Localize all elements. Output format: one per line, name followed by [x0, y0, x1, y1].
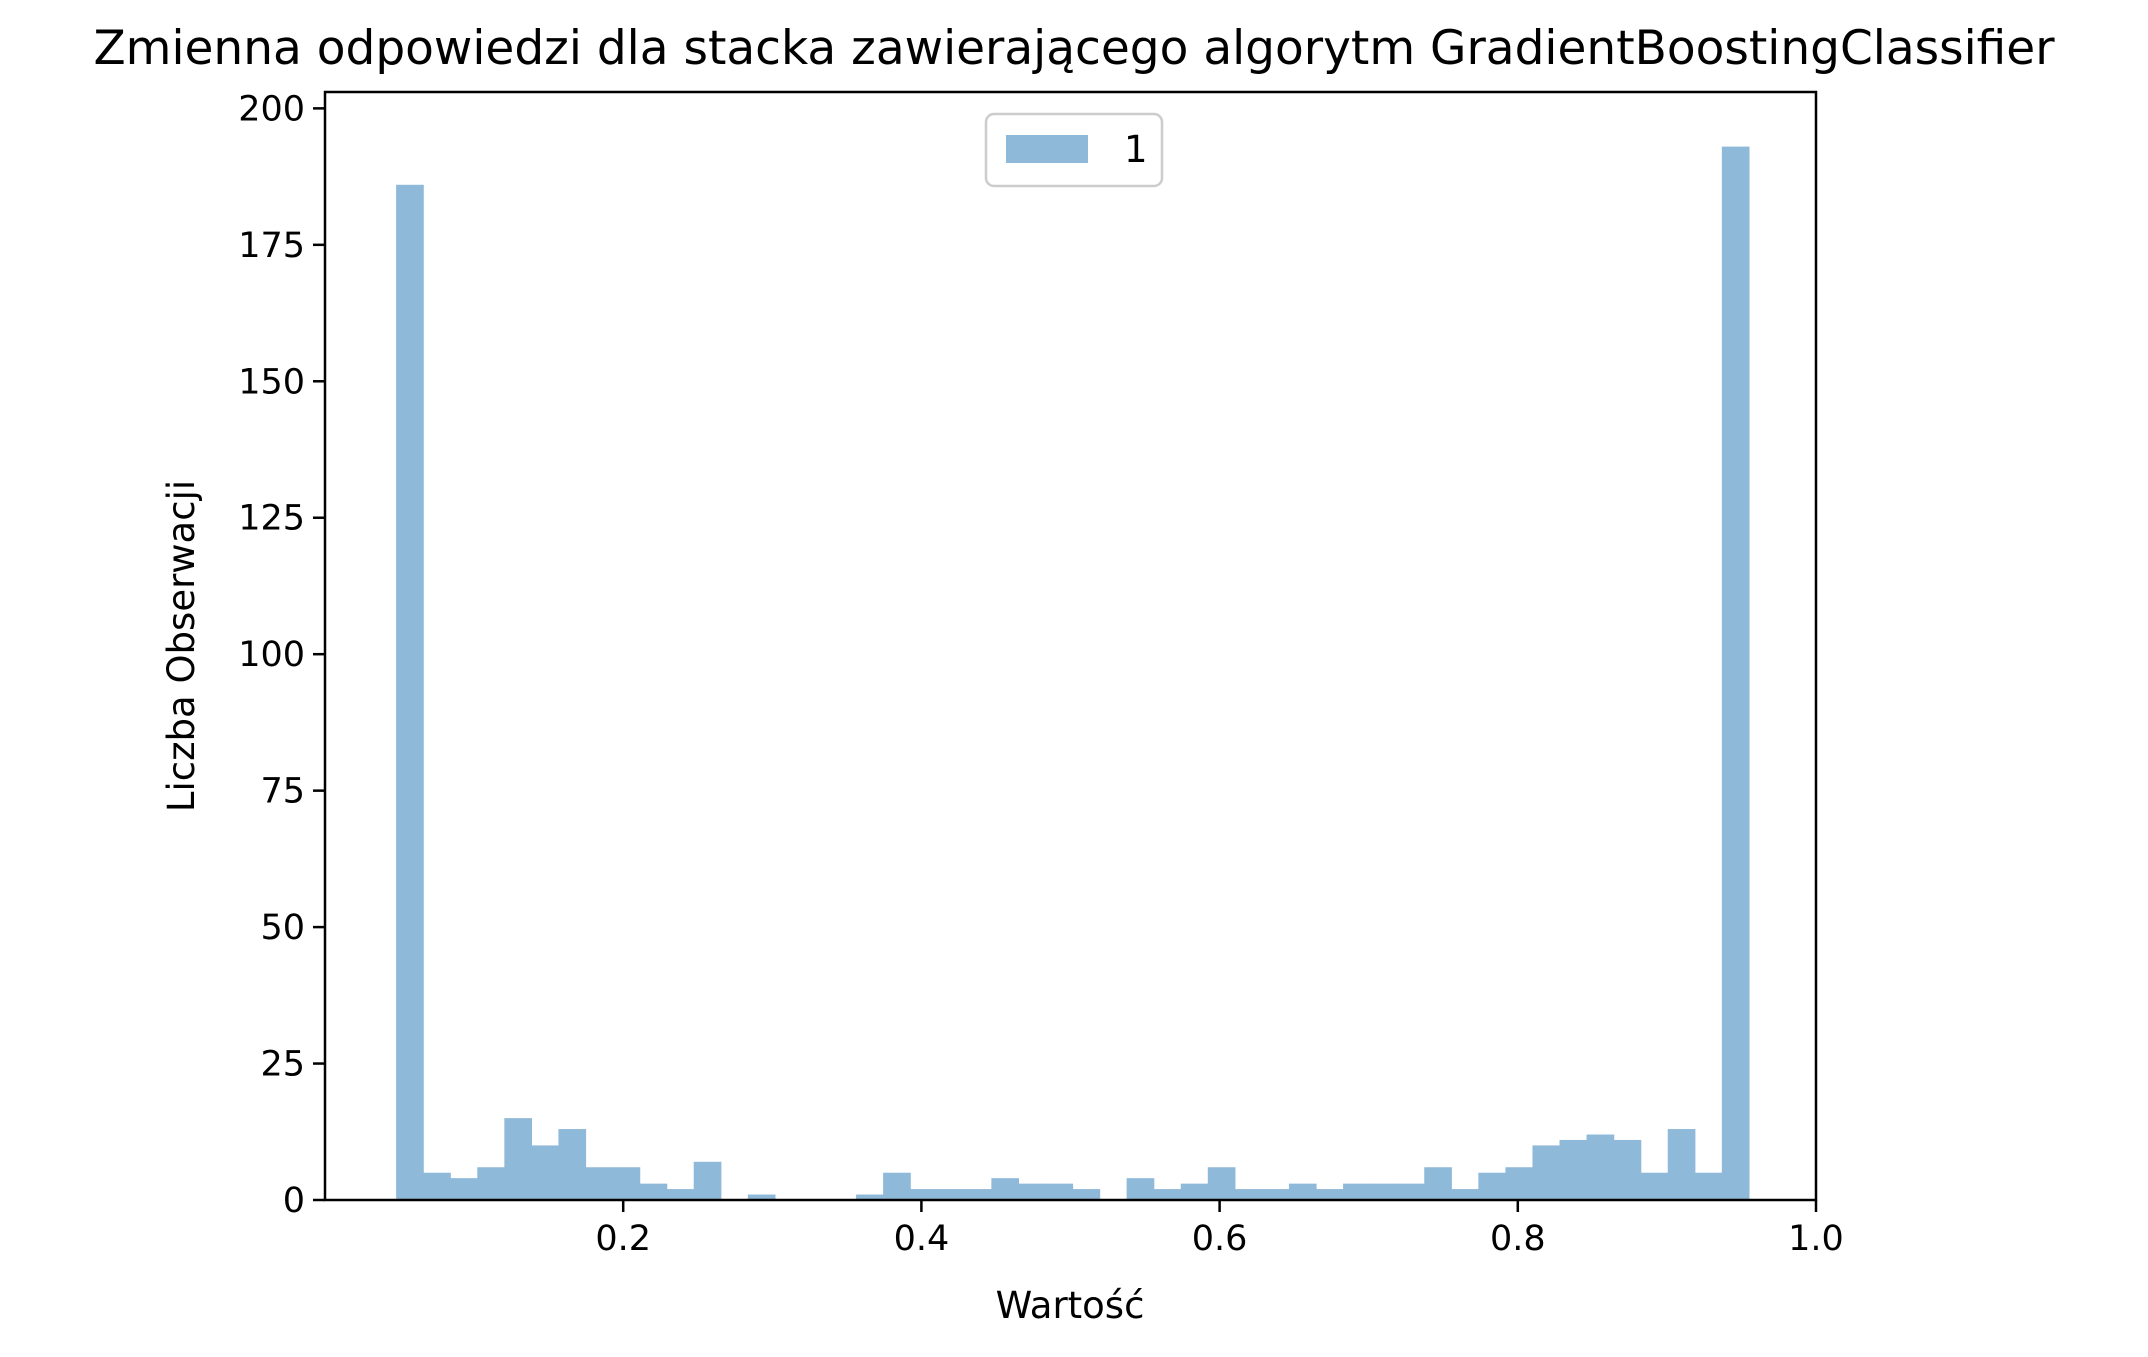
- histogram-bar: [1261, 1189, 1290, 1200]
- histogram-bar: [991, 1178, 1020, 1200]
- legend-swatch: [1006, 135, 1088, 163]
- histogram-bar: [1207, 1167, 1236, 1200]
- histogram-bar: [1234, 1189, 1263, 1200]
- histogram-bar: [1153, 1189, 1182, 1200]
- legend: 1: [984, 112, 1164, 188]
- x-tick-label: 0.4: [894, 1219, 950, 1259]
- y-tick-label: 75: [260, 772, 305, 812]
- y-tick-label: 25: [260, 1045, 305, 1085]
- histogram-bar: [964, 1189, 992, 1200]
- y-tick-label: 0: [283, 1181, 305, 1221]
- y-tick-label: 150: [238, 362, 305, 402]
- x-tick-label: 0.8: [1490, 1219, 1546, 1259]
- histogram-bar: [1370, 1183, 1398, 1200]
- histogram-bar: [747, 1194, 776, 1200]
- histogram-bar: [1072, 1189, 1101, 1200]
- y-tick-label: 125: [238, 499, 305, 539]
- y-tick-label: 100: [238, 635, 305, 675]
- histogram-bar: [1640, 1172, 1669, 1200]
- histogram-bar: [504, 1118, 532, 1200]
- y-tick-label: 175: [238, 226, 305, 266]
- y-axis: 0 25 50 75 100 125 150 175 200: [238, 89, 325, 1221]
- histogram-bar: [531, 1145, 560, 1200]
- plot-frame: [323, 90, 1818, 1202]
- histogram-bar: [1559, 1139, 1588, 1200]
- legend-label: 1: [1124, 128, 1148, 171]
- y-tick-label: 50: [260, 908, 305, 948]
- chart-title: Zmienna odpowiedzi dla stacka zawierając…: [93, 21, 2055, 76]
- histogram-bar: [450, 1178, 478, 1200]
- histogram-bar: [1694, 1172, 1723, 1200]
- histogram-bar: [693, 1161, 722, 1200]
- x-tick-label: 0.6: [1192, 1219, 1248, 1259]
- x-tick-label: 1.0: [1788, 1219, 1844, 1259]
- histogram-bar: [910, 1189, 938, 1200]
- histogram-bar: [1613, 1139, 1642, 1200]
- histogram-bar: [1424, 1167, 1452, 1200]
- histogram-bar: [1397, 1183, 1425, 1200]
- bars: [396, 146, 1750, 1201]
- histogram-bar: [1180, 1183, 1209, 1200]
- histogram-bar: [1505, 1167, 1534, 1200]
- histogram-bar: [1316, 1189, 1344, 1200]
- histogram-bar: [639, 1183, 668, 1200]
- histogram-bar: [396, 184, 424, 1201]
- x-axis-label: Wartość: [996, 1284, 1145, 1327]
- histogram-bar: [1532, 1145, 1561, 1200]
- histogram-bar: [612, 1167, 641, 1200]
- histogram-bar: [477, 1167, 505, 1200]
- histogram-bar: [666, 1189, 695, 1200]
- histogram-bar: [1721, 146, 1750, 1201]
- histogram-bar: [1451, 1189, 1479, 1200]
- histogram-bar: [1667, 1129, 1696, 1200]
- histogram-bar: [423, 1172, 451, 1200]
- histogram-bar: [585, 1167, 614, 1200]
- histogram-bar: [558, 1129, 587, 1200]
- histogram-bar: [883, 1172, 911, 1200]
- x-tick-label: 0.2: [595, 1219, 651, 1259]
- histogram-bar: [1018, 1183, 1047, 1200]
- y-tick-label: 200: [238, 89, 305, 129]
- y-axis-label: Liczba Obserwacji: [160, 480, 203, 812]
- histogram-bar: [856, 1194, 884, 1200]
- histogram-bar: [1126, 1178, 1155, 1200]
- histogram-bar: [1478, 1172, 1507, 1200]
- histogram-bar: [1586, 1134, 1615, 1200]
- histogram-bar: [1343, 1183, 1371, 1200]
- x-axis: 0.2 0.4 0.6 0.8 1.0: [595, 1200, 1844, 1259]
- histogram-bar: [1288, 1183, 1317, 1200]
- histogram-bar: [1045, 1183, 1074, 1200]
- histogram-bar: [937, 1189, 965, 1200]
